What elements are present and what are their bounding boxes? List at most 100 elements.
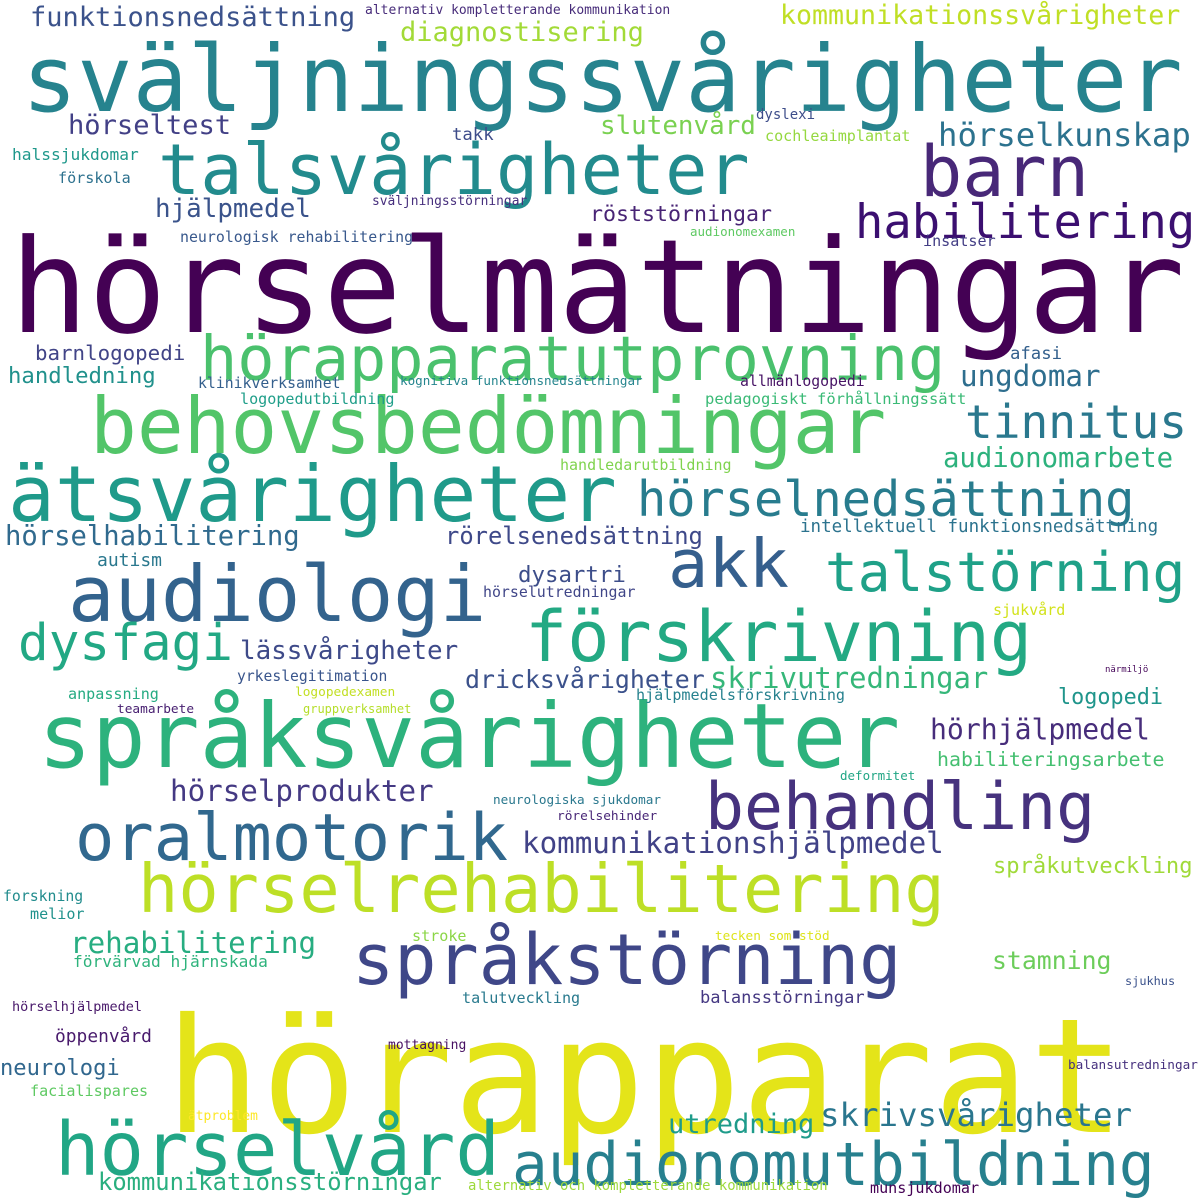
word-kommunikationssvarigheter: kommunikationssvårigheter bbox=[780, 0, 1181, 32]
word-sjukvard: sjukvård bbox=[993, 600, 1066, 619]
word-mottagning: mottagning bbox=[388, 1037, 467, 1053]
word-talutveckling: talutveckling bbox=[462, 989, 581, 1008]
word-takk: takk bbox=[452, 125, 494, 146]
word-slutenvard: slutenvård bbox=[600, 111, 756, 142]
word-handledning: handledning bbox=[8, 362, 156, 389]
word-horselhjalpmedel: hörselhjälpmedel bbox=[12, 998, 143, 1015]
word-dricksvarigheter: dricksvårigheter bbox=[465, 664, 705, 694]
word-alternativ-och-kompletterande-kommunikation: alternativ och kompletterande kommunikat… bbox=[468, 1178, 828, 1195]
word-svaljningsstorningar: sväljningsstörningar bbox=[372, 193, 528, 209]
word-rehabilitering: rehabilitering bbox=[70, 925, 317, 960]
word-horhjalpmedel: hörhjälpmedel bbox=[930, 712, 1150, 746]
word-yrkeslegitimation: yrkeslegitimation bbox=[237, 667, 388, 685]
word-narmiljo: närmiljö bbox=[1105, 664, 1149, 675]
word-forskning: forskning bbox=[3, 887, 84, 905]
word-autism: autism bbox=[97, 550, 163, 571]
word-insatser: insatser bbox=[923, 232, 996, 251]
word-sprakstorning: språkstörning bbox=[352, 919, 902, 1002]
word-forvarvad-hjarnskada: förvärvad hjärnskada bbox=[73, 952, 268, 972]
word-gruppverksamhet: gruppverksamhet bbox=[303, 702, 412, 717]
word-skrivsvarigheter: skrivsvårigheter bbox=[820, 1095, 1133, 1134]
word-anpassning: anpassning bbox=[68, 685, 159, 704]
word-lassvarigheter: lässvårigheter bbox=[240, 636, 459, 667]
word-horselprodukter: hörselprodukter bbox=[170, 773, 434, 808]
word-diagnostisering: diagnostisering bbox=[400, 17, 644, 48]
word-tinnitus: tinnitus bbox=[965, 395, 1188, 450]
word-sjukhus: sjukhus bbox=[1125, 973, 1176, 988]
word-logopedexamen: logopedexamen bbox=[295, 684, 396, 700]
word-barn: barn bbox=[920, 131, 1090, 214]
word-forskrivning: förskrivning bbox=[525, 596, 1033, 679]
word-neurologisk-rehabilitering: neurologisk rehabilitering bbox=[180, 227, 414, 246]
word-behovsbedomningar: behovsbedömningar bbox=[90, 382, 887, 473]
word-pedagogiskt-forhallningssatt: pedagogiskt förhållningssätt bbox=[705, 389, 967, 408]
word-neurologi: neurologi bbox=[0, 1054, 120, 1081]
word-rorelsenedsattning: rörelsenedsättning bbox=[445, 522, 703, 551]
word-behandling: behandling bbox=[705, 769, 1096, 845]
word-barnlogopedi: barnlogopedi bbox=[35, 340, 186, 365]
word-handledarutbildning: handledarutbildning bbox=[560, 456, 732, 475]
word-horselhabilitering: hörselhabilitering bbox=[5, 520, 300, 552]
word-horselutredningar: hörselutredningar bbox=[483, 582, 636, 601]
word-afasi: afasi bbox=[1010, 344, 1063, 365]
word-kommunikationshjalpmedel: kommunikationshjälpmedel bbox=[522, 825, 944, 860]
word-horselvard: hörselvård bbox=[55, 1107, 500, 1194]
word-funktionsnedsattning: funktionsnedsättning bbox=[30, 2, 356, 33]
word-talsvarigheter: talsvårigheter bbox=[158, 129, 750, 212]
word-horselrehabilitering: hörselrehabilitering bbox=[138, 849, 945, 928]
word-munsjukdomar: munsjukdomar bbox=[870, 1179, 980, 1198]
word-dyslexi: dyslexi bbox=[756, 107, 816, 124]
word-halssjukdomar: halssjukdomar bbox=[12, 145, 139, 165]
word-stroke: stroke bbox=[412, 927, 467, 946]
word-audiologi: audiologi bbox=[68, 550, 487, 641]
word-atproblem: ätproblem bbox=[188, 1108, 258, 1124]
word-kognitiva-funktionsnedsattningar: kognitiva funktionsnedsättningar bbox=[400, 372, 643, 388]
word-deformitet: deformitet bbox=[840, 768, 916, 784]
word-horselmatningar: hörselmätningar bbox=[10, 211, 1185, 364]
word-habilitering: habilitering bbox=[855, 194, 1196, 250]
word-svaljningssvarigheter: sväljningssvårigheter bbox=[22, 26, 1183, 134]
word-horapparatutprovning: hörapparatutprovning bbox=[200, 323, 946, 396]
word-logopedutbildning: logopedutbildning bbox=[240, 390, 395, 409]
word-horseltest: hörseltest bbox=[68, 110, 232, 142]
word-alternativ-kompletterande-kommunikation: alternativ kompletterande kommunikation bbox=[365, 2, 671, 18]
word-audionomexamen: audionomexamen bbox=[690, 224, 796, 240]
word-melior: melior bbox=[30, 905, 85, 924]
word-allmanlogopedi: allmänlogopedi bbox=[740, 372, 865, 390]
word-atsvarigheter: ätsvårigheter bbox=[8, 450, 617, 541]
word-dysartri: dysartri bbox=[518, 561, 626, 588]
word-horselnedsattning: hörselnedsättning bbox=[637, 472, 1135, 529]
word-sprakutveckling: språkutveckling bbox=[993, 853, 1193, 880]
word-oppenvard: öppenvård bbox=[55, 1026, 152, 1048]
word-habiliteringsarbete: habiliteringsarbete bbox=[937, 748, 1165, 772]
word-tecken-som-stod: tecken som stöd bbox=[715, 928, 830, 944]
word-kommunikationsstorningar: kommunikationsstörningar bbox=[98, 1168, 442, 1197]
word-facialispares: facialispares bbox=[30, 1082, 149, 1101]
word-stamning: stamning bbox=[992, 946, 1112, 976]
word-oralmotorik: oralmotorik bbox=[75, 800, 509, 877]
word-klinikverksamhet: klinikverksamhet bbox=[198, 374, 341, 392]
word-rorelsehinder: rörelsehinder bbox=[557, 808, 658, 824]
word-ungdomar: ungdomar bbox=[960, 358, 1101, 393]
word-talstorning: talstörning bbox=[825, 540, 1186, 604]
word-neurologiska-sjukdomar: neurologiska sjukdomar bbox=[493, 791, 662, 807]
word-roststorningar: röststörningar bbox=[590, 202, 773, 228]
word-dysfagi: dysfagi bbox=[18, 614, 233, 674]
word-teamarbete: teamarbete bbox=[117, 702, 195, 718]
word-audionomutbildning: audionomutbildning bbox=[512, 1129, 1155, 1199]
word-balansstorningar: balansstörningar bbox=[700, 987, 865, 1008]
word-intellektuell-funktionsnedsattning: intellektuell funktionsnedsättning bbox=[800, 517, 1159, 538]
word-spraksvarigheter: språksvårigheter bbox=[38, 684, 901, 789]
word-logopedi: logopedi bbox=[1058, 684, 1163, 710]
word-audionomarbete: audionomarbete bbox=[943, 442, 1174, 474]
word-skrivutredningar: skrivutredningar bbox=[710, 661, 989, 696]
word-hjalpmedel: hjälpmedel bbox=[155, 194, 311, 225]
word-cochleaimplantat: cochleaimplantat bbox=[765, 127, 911, 146]
word-horselkunskap: hörselkunskap bbox=[938, 115, 1191, 154]
word-balansutredningar: balansutredningar bbox=[1068, 1057, 1198, 1073]
word-forskola: förskola bbox=[58, 169, 131, 188]
word-hjalpmedelsforskrivning: hjälpmedelsförskrivning bbox=[636, 686, 846, 705]
word-akk: akk bbox=[668, 524, 790, 603]
word-horapparat: hörapparat bbox=[165, 983, 1126, 1170]
